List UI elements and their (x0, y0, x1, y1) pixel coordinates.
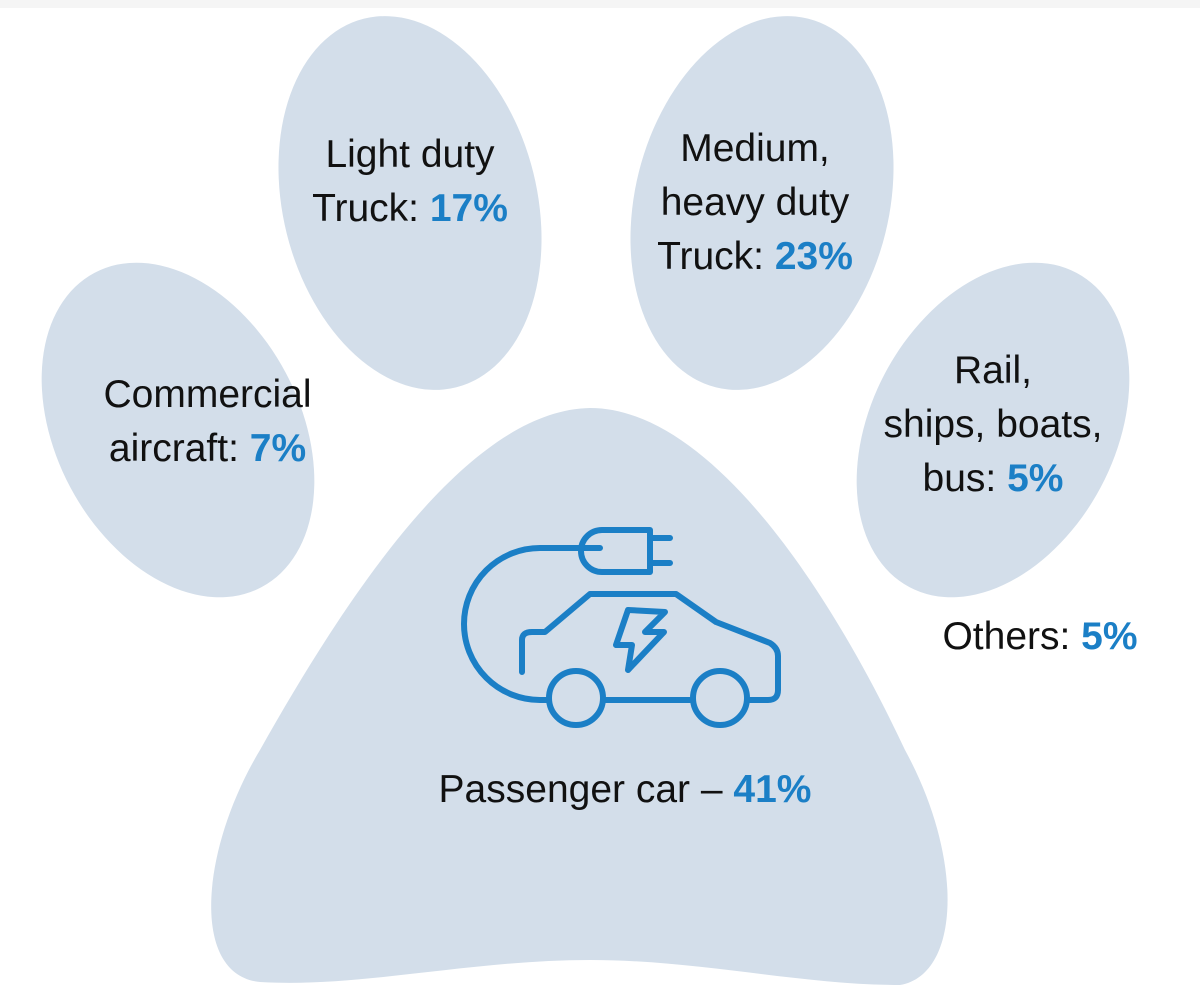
percent-value: 17% (429, 187, 508, 230)
label-line: Others: (942, 615, 1071, 658)
label-line: heavy duty (660, 181, 850, 224)
label-light-duty-truck: Light duty Truck: 17% (290, 128, 530, 236)
label-line: Light duty (325, 133, 495, 176)
label-line: ships, boats, (883, 403, 1103, 446)
label-line: aircraft: (108, 427, 239, 470)
percent-value: 5% (1007, 457, 1064, 500)
toe-commercial-aircraft (41, 262, 315, 598)
percent-value: 41% (733, 768, 812, 811)
label-passenger-car: Passenger car – 41% (390, 763, 860, 817)
label-commercial-aircraft: Commercial aircraft: 7% (70, 368, 345, 476)
label-line: Passenger car – (438, 768, 723, 811)
toe-medium-heavy (630, 16, 894, 390)
label-line: Truck: (312, 187, 419, 230)
percent-value: 5% (1081, 615, 1138, 658)
label-line: Rail, (953, 349, 1033, 392)
label-medium-heavy-truck: Medium, heavy duty Truck: 23% (630, 122, 880, 284)
percent-value: 23% (774, 235, 853, 278)
label-others: Others: 5% (920, 610, 1160, 664)
toe-light-duty (278, 16, 542, 390)
label-line: Medium, (680, 127, 830, 170)
toe-rail-ships (856, 262, 1130, 598)
top-bar (0, 0, 1200, 8)
label-line: Truck: (657, 235, 764, 278)
percent-value: 7% (249, 427, 307, 470)
label-line: Commercial (103, 373, 312, 416)
electric-car-plug-icon (461, 527, 781, 728)
main-pad (211, 408, 948, 985)
label-line: bus: (922, 457, 997, 500)
label-rail-ships-boats-bus: Rail, ships, boats, bus: 5% (858, 344, 1128, 506)
